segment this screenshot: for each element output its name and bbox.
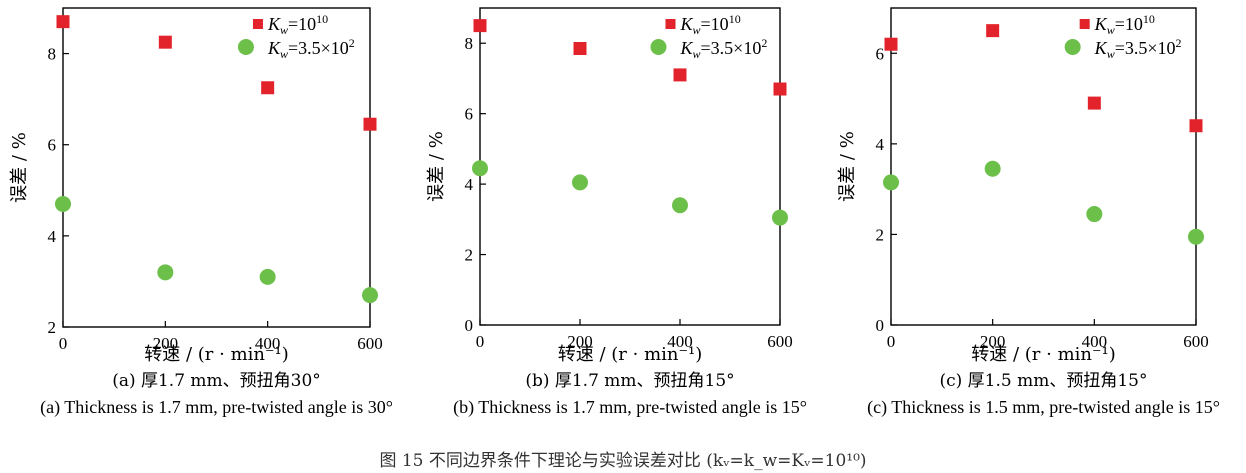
y-tick-label: 6: [876, 44, 885, 63]
data-point-circle: [883, 174, 899, 191]
data-point-circle: [772, 209, 788, 226]
legend-marker-square: [665, 19, 676, 29]
y-axis-label: 误差 / %: [9, 132, 30, 203]
y-tick-label: 6: [465, 105, 474, 124]
x-tick-label: 200: [153, 334, 179, 353]
x-tick-label: 200: [567, 332, 593, 351]
legend-label-kw-1e10: Kw=1010: [267, 12, 328, 37]
plot-frame: [62, 7, 371, 328]
data-point-square: [363, 117, 377, 131]
data-point-circle: [1086, 206, 1103, 223]
legend-marker-square: [1079, 19, 1090, 29]
data-point-square: [673, 68, 687, 82]
data-point-square: [773, 82, 787, 96]
data-point-square: [884, 37, 898, 51]
plot-frame: [890, 7, 1197, 326]
data-point-square: [158, 35, 172, 49]
x-tick-label: 600: [1183, 332, 1209, 351]
y-tick-label: 0: [465, 316, 474, 335]
data-point-square: [1087, 96, 1101, 110]
data-point-square: [56, 15, 70, 29]
chart-panel-c: 0 200 400 600 0 2 4 6 转速 / (r · min⁻¹) 误差 / % Kw=1…: [837, 7, 1220, 418]
subcaption-zh: (a) 厚1.7 mm、预扭角30°: [112, 371, 321, 391]
legend-label-kw-1e10: Kw=1010: [1094, 12, 1155, 37]
data-point-square: [261, 81, 275, 95]
subcaption-en: (a) Thickness is 1.7 mm, pre-twisted ang…: [40, 397, 393, 418]
legend-marker-circle: [237, 39, 254, 55]
x-axis-label: 转速 / (r · min⁻¹): [558, 344, 702, 365]
chart-panel-a: 0 200 400 600 2 4 6 8 转速 / (r · min⁻¹) 误差 / % Kw=1…: [9, 7, 393, 418]
data-point-square: [986, 24, 1000, 38]
legend-label-kw-350: Kw=3.5×102: [267, 36, 355, 61]
data-point-circle: [984, 160, 1001, 177]
data-point-square: [1189, 119, 1203, 133]
data-point-square: [573, 42, 587, 56]
y-tick-label: 2: [48, 318, 57, 337]
data-point-circle: [259, 268, 276, 285]
chart-panel-b: 0 200 400 600 0 2 4 6 8 转速 / (r · min⁻¹) 误差 / % Kw=…: [426, 7, 807, 418]
x-tick-label: 0: [476, 332, 485, 351]
y-tick-label: 8: [48, 45, 57, 64]
data-point-circle: [672, 197, 688, 214]
x-axis-label: 转速 / (r · min⁻¹): [144, 344, 288, 365]
y-tick-label: 0: [876, 316, 885, 335]
y-axis-label: 误差 / %: [426, 131, 447, 202]
y-tick-label: 2: [465, 246, 474, 265]
data-point-square: [473, 19, 487, 33]
legend-label-kw-1e10: Kw=1010: [680, 12, 741, 37]
legend-marker-circle: [1064, 39, 1081, 55]
data-point-circle: [55, 195, 71, 212]
x-tick-label: 400: [1082, 332, 1108, 351]
subcaption-zh: (c) 厚1.5 mm、预扭角15°: [939, 371, 1147, 391]
data-point-circle: [1188, 228, 1204, 245]
y-axis-label: 误差 / %: [837, 131, 858, 202]
y-tick-label: 2: [876, 225, 885, 244]
x-tick-label: 400: [667, 332, 693, 351]
data-point-circle: [157, 264, 174, 281]
legend-label-kw-350: Kw=3.5×102: [680, 36, 768, 61]
subcaption-en: (c) Thickness is 1.5 mm, pre-twisted ang…: [867, 397, 1220, 418]
figure-caption: 图 15 不同边界条件下理论与实验误差对比 (kᵥ=k_w=Kᵥ=10¹⁰): [379, 451, 867, 471]
data-point-circle: [572, 174, 588, 191]
x-tick-label: 600: [767, 332, 793, 351]
data-point-circle: [472, 160, 488, 177]
y-tick-label: 8: [465, 34, 474, 53]
x-tick-label: 0: [887, 332, 896, 351]
subcaption-zh: (b) 厚1.7 mm、预扭角15°: [525, 371, 734, 391]
y-tick-label: 6: [48, 136, 57, 155]
y-tick-label: 4: [48, 227, 57, 246]
subcaption-en: (b) Thickness is 1.7 mm, pre-twisted ang…: [453, 397, 807, 418]
legend-label-kw-350: Kw=3.5×102: [1094, 36, 1182, 61]
data-point-circle: [362, 287, 378, 304]
x-axis-label: 转速 / (r · min⁻¹): [971, 344, 1115, 365]
x-tick-label: 200: [980, 332, 1006, 351]
x-tick-label: 0: [59, 334, 68, 353]
x-tick-label: 400: [255, 334, 281, 353]
x-tick-label: 600: [357, 334, 383, 353]
legend-marker-circle: [650, 39, 667, 55]
y-tick-label: 4: [876, 135, 885, 154]
y-tick-label: 4: [465, 175, 474, 194]
legend-marker-square: [252, 19, 263, 29]
